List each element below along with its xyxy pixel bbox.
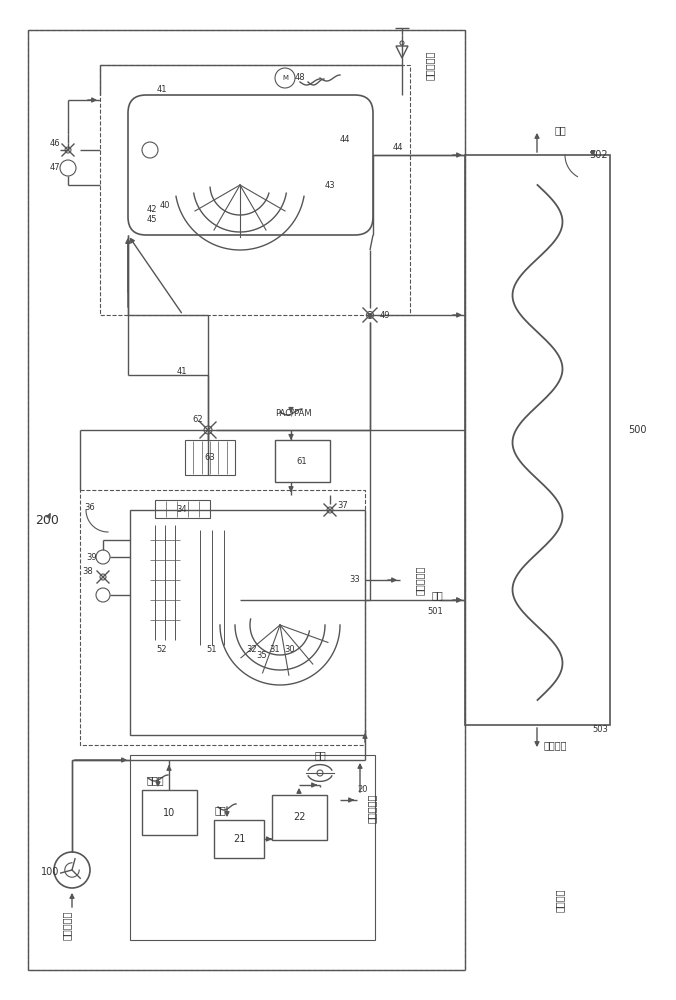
Text: 37: 37 xyxy=(337,500,348,510)
Text: 41: 41 xyxy=(176,367,187,376)
Text: 503: 503 xyxy=(592,726,608,734)
Bar xyxy=(80,490,365,745)
Text: 39: 39 xyxy=(87,552,97,562)
Text: 20: 20 xyxy=(357,786,368,794)
Text: 45: 45 xyxy=(147,216,158,225)
Text: 21: 21 xyxy=(233,834,245,844)
Text: 44: 44 xyxy=(393,143,404,152)
Bar xyxy=(130,755,375,940)
Bar xyxy=(100,65,410,315)
Text: 40: 40 xyxy=(160,200,170,210)
Text: 41: 41 xyxy=(157,86,167,95)
Bar xyxy=(28,30,465,970)
Text: 33: 33 xyxy=(349,576,360,584)
Text: 10: 10 xyxy=(163,808,175,818)
Text: 48: 48 xyxy=(295,74,306,83)
Bar xyxy=(272,795,327,840)
Text: 502: 502 xyxy=(589,150,607,160)
Text: 空气: 空气 xyxy=(214,805,226,815)
Text: 残余污水: 残余污水 xyxy=(555,888,565,912)
Text: 51: 51 xyxy=(207,646,217,654)
Text: 32: 32 xyxy=(247,646,258,654)
Text: 501: 501 xyxy=(427,607,443,616)
Text: 31: 31 xyxy=(270,646,281,654)
Bar xyxy=(465,155,610,725)
Text: 35: 35 xyxy=(257,650,267,660)
Text: 42: 42 xyxy=(147,206,158,215)
Bar xyxy=(142,790,197,835)
Text: 34: 34 xyxy=(176,504,187,514)
Text: PAC/PAM: PAC/PAM xyxy=(274,409,312,418)
Bar xyxy=(214,820,264,858)
Bar xyxy=(185,440,235,475)
Text: 浮渣: 浮渣 xyxy=(431,590,443,600)
Text: 49: 49 xyxy=(380,310,390,320)
Text: 残余污水: 残余污水 xyxy=(544,740,566,750)
Bar xyxy=(130,510,365,735)
Text: 200: 200 xyxy=(35,514,59,526)
Text: 47: 47 xyxy=(50,163,60,172)
Text: 第二处理液: 第二处理液 xyxy=(425,50,435,80)
Text: 61: 61 xyxy=(297,456,308,466)
Bar xyxy=(155,500,210,518)
Text: 43: 43 xyxy=(324,180,335,190)
Text: M: M xyxy=(282,75,288,81)
Text: 500: 500 xyxy=(628,425,646,435)
Text: 第一处理液: 第一处理液 xyxy=(415,565,425,595)
Text: 63: 63 xyxy=(205,452,216,462)
Text: 30: 30 xyxy=(285,646,295,654)
Text: 压裂返排液: 压裂返排液 xyxy=(62,910,72,940)
Text: 臭氧: 臭氧 xyxy=(314,750,326,760)
Text: 44: 44 xyxy=(340,135,350,144)
Text: 38: 38 xyxy=(82,568,93,576)
Text: 22: 22 xyxy=(293,812,306,822)
Text: 气液混合液: 气液混合液 xyxy=(367,793,377,823)
Text: 36: 36 xyxy=(84,504,95,512)
Text: 100: 100 xyxy=(41,867,59,877)
Text: 干泥: 干泥 xyxy=(554,125,566,135)
Text: 62: 62 xyxy=(193,416,203,424)
Bar xyxy=(275,440,330,482)
Text: 52: 52 xyxy=(157,646,167,654)
Text: 46: 46 xyxy=(50,138,60,147)
Text: 催化剂: 催化剂 xyxy=(146,775,164,785)
